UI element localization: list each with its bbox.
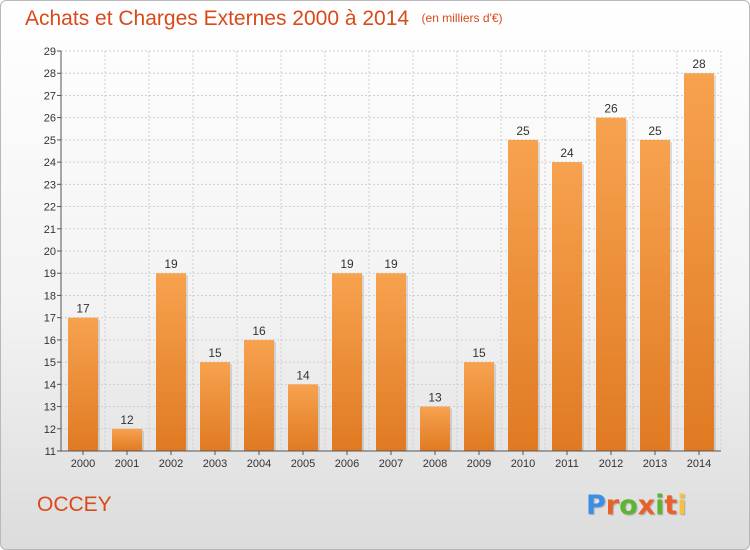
y-tick-label: 23 <box>44 179 56 191</box>
y-tick-label: 22 <box>44 202 56 214</box>
y-tick-label: 29 <box>44 46 56 58</box>
bar <box>552 162 582 451</box>
brand-letter: t <box>664 490 678 521</box>
bar <box>508 139 538 451</box>
bar-value-label: 28 <box>692 57 706 71</box>
y-tick-label: 16 <box>44 335 56 347</box>
bars-layer: 17 12 19 15 16 14 19 19 13 15 25 24 26 25 28 <box>68 57 716 452</box>
x-tick-label: 2001 <box>115 458 139 470</box>
bar <box>288 384 318 451</box>
bar <box>640 139 670 451</box>
chart-title: Achats et Charges Externes 2000 à 2014 <box>25 7 410 30</box>
x-tick-label: 2008 <box>423 458 447 470</box>
y-tick-label: 28 <box>44 68 56 80</box>
y-tick-label: 13 <box>44 402 56 414</box>
bar <box>684 73 714 451</box>
y-tick-label: 14 <box>44 379 56 391</box>
x-tick-label: 2007 <box>379 458 403 470</box>
x-tick-label: 2013 <box>643 458 667 470</box>
bar-value-label: 19 <box>164 257 178 271</box>
y-tick-label: 24 <box>44 157 56 169</box>
x-tick-label: 2012 <box>599 458 623 470</box>
bar <box>68 317 98 451</box>
x-tick-label: 2002 <box>159 458 183 470</box>
bar <box>596 117 626 452</box>
bar-value-label: 13 <box>428 391 442 405</box>
brand-letter: o <box>619 490 638 521</box>
y-tick-label: 15 <box>44 357 56 369</box>
y-tick-label: 27 <box>44 90 56 102</box>
x-tick-label: 2009 <box>467 458 491 470</box>
x-tick-label: 2010 <box>511 458 535 470</box>
y-tick-label: 26 <box>44 113 56 125</box>
bar-value-label: 12 <box>120 413 134 427</box>
brand-letter: i <box>655 490 665 521</box>
bar-value-label: 15 <box>472 346 486 360</box>
y-tick-label: 18 <box>44 290 56 302</box>
bar <box>464 362 494 451</box>
x-tick-label: 2006 <box>335 458 359 470</box>
bar <box>376 273 406 451</box>
brand-letter: x <box>637 490 656 521</box>
axis-layer: 11 12 13 14 15 16 17 18 19 20 21 22 23 24 25 26 27 28 29 20… <box>44 46 721 470</box>
y-tick-label: 25 <box>44 135 56 147</box>
y-tick-label: 12 <box>44 424 56 436</box>
bar-value-label: 19 <box>340 257 354 271</box>
y-tick-label: 19 <box>44 268 56 280</box>
brand-letter: i <box>677 490 687 521</box>
x-tick-label: 2014 <box>687 458 711 470</box>
x-tick-label: 2011 <box>555 458 579 470</box>
place-name: OCCEY <box>37 493 112 516</box>
x-tick-label: 2000 <box>71 458 95 470</box>
title-row: Achats et Charges Externes 2000 à 2014 (… <box>25 7 503 31</box>
bar <box>332 273 362 451</box>
bar-value-label: 16 <box>252 324 266 338</box>
bar <box>420 406 450 451</box>
bar <box>200 362 230 451</box>
bar-value-label: 14 <box>296 368 310 382</box>
brand-letter: P <box>586 490 606 521</box>
chart-subtitle: (en milliers d'€) <box>421 11 503 25</box>
bar <box>244 339 274 451</box>
bar-value-label: 26 <box>604 102 618 116</box>
y-tick-label: 21 <box>44 224 56 236</box>
brand-logo: Proxiti <box>586 490 687 521</box>
x-tick-label: 2003 <box>203 458 227 470</box>
brand-letter: r <box>605 490 620 521</box>
x-tick-label: 2005 <box>291 458 315 470</box>
bar <box>156 273 186 451</box>
bar-value-label: 24 <box>560 146 574 160</box>
bar-value-label: 25 <box>648 124 662 138</box>
x-tick-label: 2004 <box>247 458 271 470</box>
y-tick-label: 17 <box>44 313 56 325</box>
y-tick-label: 11 <box>45 446 56 458</box>
bar-value-label: 25 <box>516 124 530 138</box>
bar-value-label: 15 <box>208 346 222 360</box>
bar <box>112 428 142 451</box>
bar-value-label: 17 <box>76 302 90 316</box>
y-tick-label: 20 <box>44 246 56 258</box>
bar-value-label: 19 <box>384 257 398 271</box>
